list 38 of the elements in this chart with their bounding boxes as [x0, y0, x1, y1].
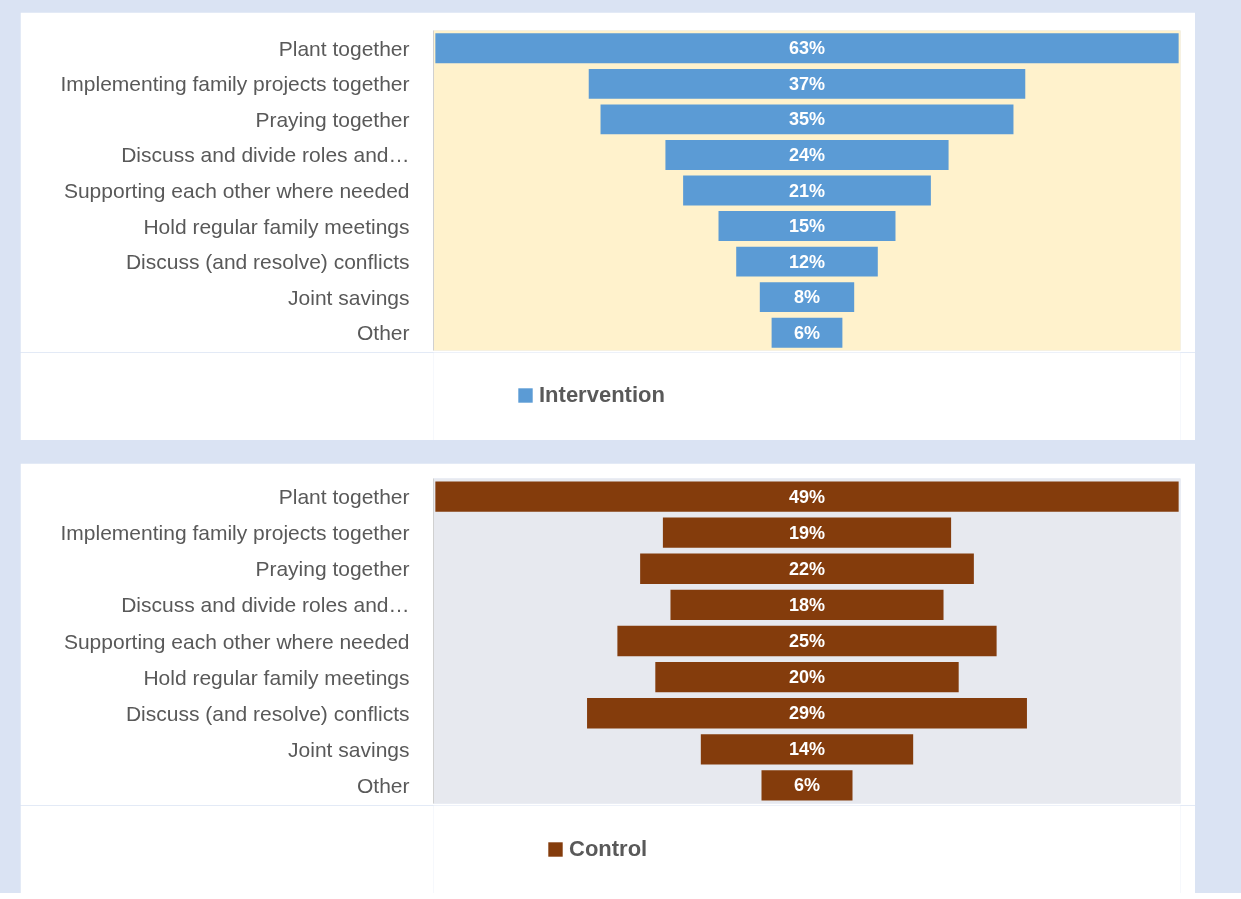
legend-label: Control	[569, 836, 648, 862]
data-label: 29%	[788, 703, 826, 724]
data-label: 35%	[788, 109, 826, 130]
category-label: Other	[356, 321, 410, 345]
category-label: Implementing family projects together	[60, 72, 410, 96]
category-label: Supporting each other where needed	[63, 179, 410, 202]
category-label: Joint savings	[288, 737, 410, 761]
data-label: 21%	[788, 180, 826, 201]
data-label: 12%	[788, 251, 826, 272]
data-label: 6%	[793, 322, 821, 343]
data-label: 19%	[788, 522, 826, 543]
category-label: Plant together	[278, 36, 410, 60]
data-label: 14%	[788, 739, 826, 760]
data-label: 20%	[788, 667, 826, 688]
category-label: Plant together	[278, 485, 410, 509]
category-label: Other	[356, 773, 410, 797]
legend-label: Intervention	[539, 382, 665, 408]
data-label: 25%	[788, 631, 826, 651]
category-label: Hold regular family meetings	[143, 214, 410, 238]
category-label: Discuss and divide roles and…	[121, 593, 410, 617]
data-label: 6%	[793, 775, 821, 796]
category-label: Discuss and divide roles and…	[121, 143, 410, 167]
data-label: 63%	[788, 38, 826, 59]
category-label: Supporting each other where needed	[63, 629, 410, 653]
category-label: Discuss (and resolve) conflicts	[125, 250, 410, 274]
data-label: 24%	[788, 144, 826, 165]
category-label: Discuss (and resolve) conflicts	[125, 701, 410, 725]
category-label: Joint savings	[288, 285, 410, 309]
data-label: 15%	[788, 216, 826, 237]
category-label: Hold regular family meetings	[143, 665, 410, 689]
category-label: Praying together	[255, 557, 410, 581]
data-label: 22%	[788, 558, 826, 579]
data-label: 37%	[788, 73, 826, 94]
data-label: 18%	[788, 594, 826, 615]
category-label: Praying together	[255, 107, 410, 131]
data-label: 8%	[793, 287, 821, 308]
data-label: 49%	[788, 486, 826, 507]
category-label: Implementing family projects together	[60, 521, 410, 545]
